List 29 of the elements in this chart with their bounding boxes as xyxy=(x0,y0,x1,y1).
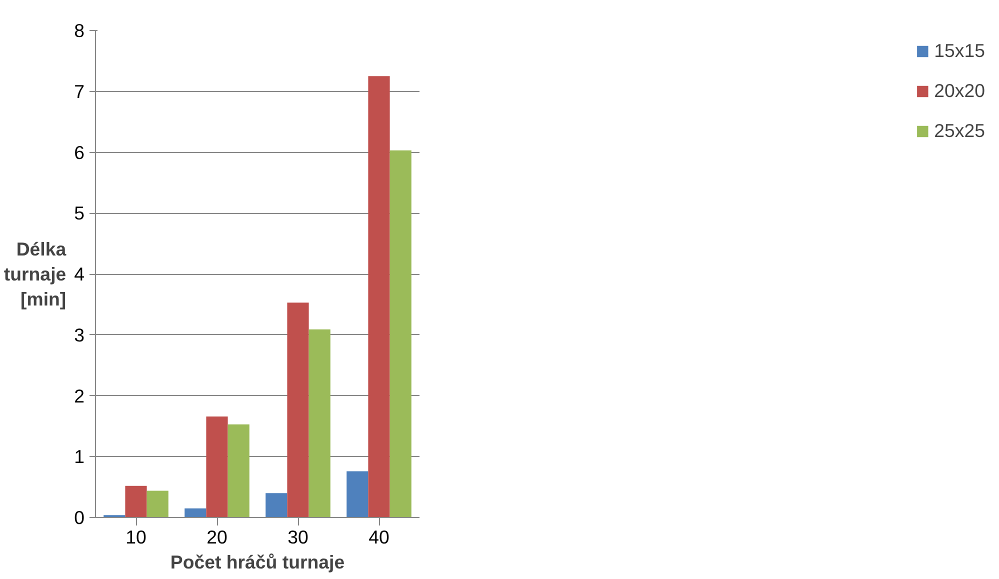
y-tick-label: 4 xyxy=(74,264,85,284)
bar xyxy=(146,490,168,518)
bar xyxy=(184,508,206,518)
y-tick-label: 0 xyxy=(74,507,85,528)
bar xyxy=(308,329,330,518)
x-tick-label: 40 xyxy=(368,526,390,548)
legend-label: 15x15 xyxy=(934,40,985,62)
x-tick-label: 20 xyxy=(206,526,228,548)
y-tick-label: 1 xyxy=(74,446,85,468)
bar xyxy=(287,302,309,518)
bar xyxy=(206,416,228,518)
x-tick-label: 30 xyxy=(288,526,308,548)
y-tick-label: 2 xyxy=(74,385,85,406)
x-tick-label: 10 xyxy=(126,526,146,548)
y-tick-label: 3 xyxy=(74,324,85,346)
x-axis-title: Počet hráčů turnaje xyxy=(170,552,345,572)
bar xyxy=(346,471,368,518)
bar xyxy=(266,493,288,518)
y-tick-label: 7 xyxy=(74,80,85,102)
legend-label: 25x25 xyxy=(934,120,985,142)
bar xyxy=(228,424,250,518)
legend-label: 20x20 xyxy=(934,80,985,102)
y-tick-label: 5 xyxy=(74,202,85,224)
bar xyxy=(390,150,412,518)
bar xyxy=(125,486,147,518)
y-axis-title: Délka turnaje [min] xyxy=(4,238,67,310)
y-tick-label: 8 xyxy=(74,20,85,41)
bar xyxy=(368,76,390,518)
y-tick-label: 6 xyxy=(74,142,85,163)
